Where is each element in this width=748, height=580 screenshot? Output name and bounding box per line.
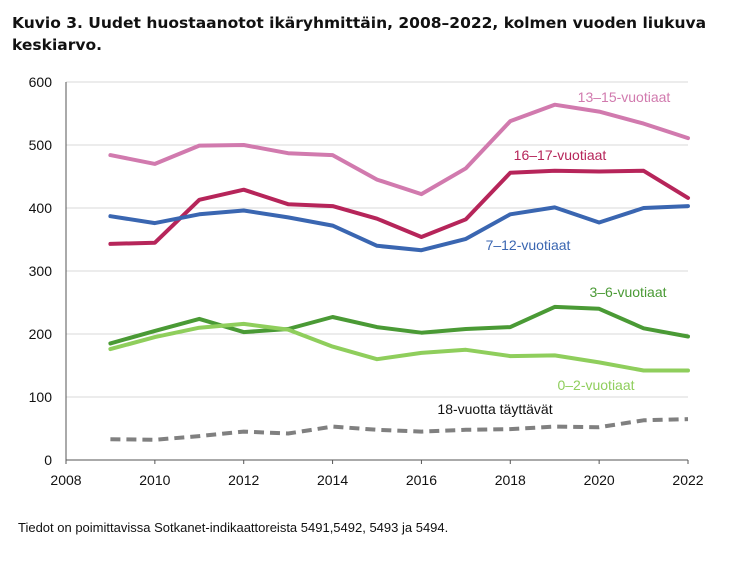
series-label-3-6-vuotiaat: 3–6-vuotiaat [589,284,666,300]
series-line-3-6-vuotiaat [108,304,690,346]
series-lines [108,102,690,442]
x-tick-label: 2018 [495,472,526,488]
series-line-18-vuotta-t-ytt-v-t [110,417,689,442]
y-tick-label: 600 [29,74,53,90]
axes: 0 100 200 300 400 500 600 2008 2010 2012 2014 2016 2… [29,74,704,488]
series-line-13-15-vuotiaat [108,102,690,197]
series-line-16-17-vuotiaat [108,168,690,246]
series-line-7-12-vuotiaat [108,204,690,253]
x-tick-label: 2020 [584,472,615,488]
y-tick-label: 500 [29,137,53,153]
y-tick-label: 0 [44,452,52,468]
x-tick-label: 2010 [139,472,170,488]
x-tick-label: 2012 [228,472,259,488]
series-labels: 13–15-vuotiaat 16–17-vuotiaat 7–12-vuotiaa… [437,89,670,417]
series-label-16-17-vuotiaat: 16–17-vuotiaat [514,147,607,163]
x-tick-label: 2014 [317,472,348,488]
chart-title: Kuvio 3. Uudet huostaanotot ikäryhmittäi… [12,14,707,54]
x-tick-label: 2008 [50,472,81,488]
x-tick-label: 2016 [406,472,437,488]
series-label-0-2-vuotiaat: 0–2-vuotiaat [557,377,634,393]
source-note: Tiedot on poimittavissa Sotkanet-indikaa… [18,520,449,535]
y-tick-label: 300 [29,263,53,279]
series-line-0-2-vuotiaat [108,321,690,373]
series-label-18-vuotta-t-ytt-v-t: 18-vuotta täyttävät [437,401,552,417]
y-tick-label: 200 [29,326,53,342]
y-tick-label: 100 [29,389,53,405]
series-label-13-15-vuotiaat: 13–15-vuotiaat [578,89,671,105]
y-tick-label: 400 [29,200,53,216]
x-tick-label: 2022 [672,472,703,488]
series-label-7-12-vuotiaat: 7–12-vuotiaat [486,237,571,253]
